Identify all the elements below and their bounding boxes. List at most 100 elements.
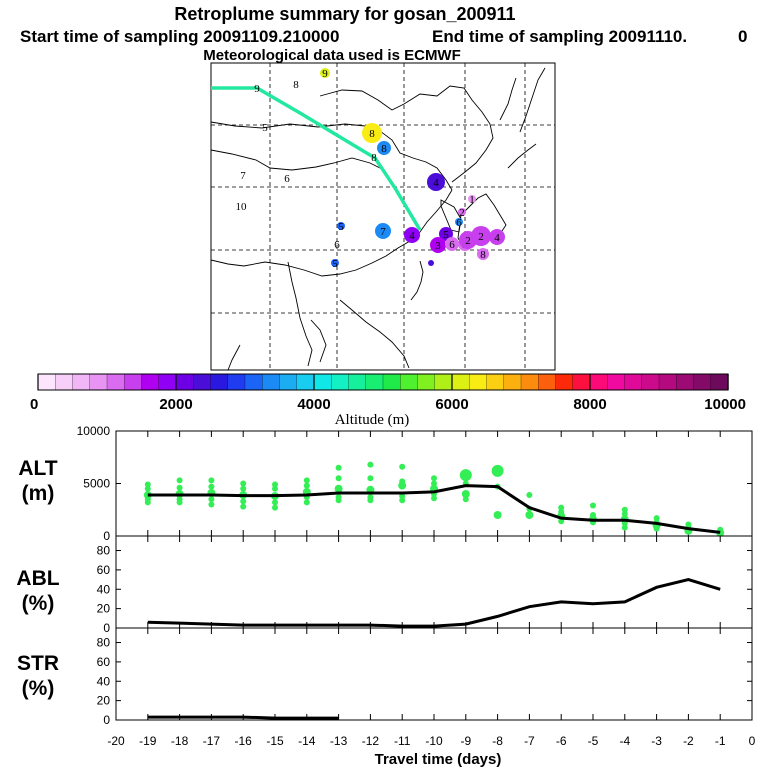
alt-median-line (147, 484, 721, 534)
trajectory-marker-dot (404, 227, 420, 243)
alt-scatter-point (272, 504, 278, 511)
colorbar-cell (331, 373, 350, 391)
trajectory-day-label: 4 (433, 177, 439, 189)
colorbar-cell (175, 373, 194, 391)
alt-scatter-point (240, 480, 247, 487)
alt-scatter-point (398, 481, 407, 490)
trajectory-day-label: 2 (478, 231, 484, 243)
coastline-borders (210, 67, 546, 371)
trajectory-day-label: 6 (449, 239, 455, 251)
str-frame (115, 627, 753, 721)
alt-scatter-point (621, 510, 628, 517)
colorbar-cell (641, 373, 660, 391)
alt-scatter-point (367, 475, 374, 482)
colorbar-cell (693, 373, 712, 391)
trajectory-day-label: 5 (262, 122, 268, 134)
map-markers: 9895888761041265674532436258 (236, 68, 505, 270)
colorbar-cell (658, 373, 677, 391)
colorbar-tick-label: 4000 (297, 396, 330, 413)
alt-scatter-point (144, 481, 151, 488)
x-tick-label: -7 (524, 734, 535, 748)
trajectory-marker-dot (430, 237, 446, 253)
alt-scatter-point (208, 483, 215, 490)
x-tick-label: -15 (266, 734, 284, 748)
trajectory-day-label: 5 (332, 258, 338, 270)
colorbar-cell (158, 373, 177, 391)
alt-unit: (m) (22, 482, 55, 505)
colorbar-cell (572, 373, 591, 391)
alt-scatter-point (240, 498, 247, 505)
alt-scatter-point (272, 499, 278, 506)
trajectory-day-label: 9 (254, 83, 260, 95)
trajectory-day-label: 8 (381, 143, 387, 155)
trajectory-marker-dot (468, 195, 476, 203)
alt-scatter-point (653, 515, 660, 522)
abl-panel: ABL (%) 0 20 40 60 80 (16, 535, 753, 635)
alt-scatter-point (621, 524, 628, 531)
colorbar-tick-label: 2000 (159, 396, 192, 413)
trajectory-marker-dot (362, 123, 382, 143)
x-tick-label: -6 (556, 734, 567, 748)
abl-line (147, 578, 721, 628)
x-tick-label: -9 (460, 734, 471, 748)
colorbar-cell (348, 373, 367, 391)
str-line (147, 715, 339, 720)
alt-scatter-point (208, 501, 215, 508)
colorbar-tick-label: 6000 (435, 396, 468, 413)
alt-scatter-point (240, 503, 247, 510)
colorbar-tick-label: 8000 (573, 396, 606, 413)
colorbar-cell (589, 373, 608, 391)
abl-y-tick-label: 60 (97, 563, 111, 577)
colorbar-cell (451, 373, 470, 391)
colorbar-cell (486, 373, 505, 391)
end-time-tail: 0 (738, 27, 747, 46)
abl-yaxis: 0 20 40 60 80 (97, 544, 752, 635)
alt-y-tick-label: 10000 (77, 424, 111, 438)
x-tick-label: -12 (362, 734, 380, 748)
trajectory-marker-dot (428, 260, 434, 266)
colorbar-cell (382, 373, 401, 391)
alt-scatter-point (208, 477, 215, 484)
x-tick-label: -14 (298, 734, 316, 748)
abl-y-tick-label: 80 (97, 544, 111, 558)
trajectory-day-label: 8 (369, 128, 375, 140)
trajectory-day-label: 7 (380, 226, 386, 238)
trajectory-day-label: 2 (465, 235, 471, 247)
alt-scatter-point (176, 499, 183, 506)
alt-yaxis: 0 5000 10000 (77, 424, 752, 543)
trajectory-marker-dot (477, 248, 489, 260)
abl-y-tick-label: 20 (97, 602, 111, 616)
altitude-colorbar: 0 2000 4000 6000 8000 10000 Altitude (m) (30, 373, 746, 428)
alt-scatter-point (303, 499, 310, 506)
abl-frame (115, 535, 753, 629)
colorbar-cell (520, 373, 539, 391)
trajectory-marker-dot (445, 237, 459, 251)
alt-scatter-point (144, 499, 151, 506)
colorbar-cell (262, 373, 281, 391)
trajectory-day-label: 8 (371, 152, 377, 164)
abl-y-tick-label: 40 (97, 582, 111, 596)
x-tick-label: -18 (171, 734, 189, 748)
alt-scatter-point (399, 497, 406, 504)
colorbar-cell (538, 373, 557, 391)
colorbar-cell (55, 373, 74, 391)
colorbar-cell (124, 373, 143, 391)
trajectory-day-label: 8 (480, 249, 486, 261)
colorbar-ticks: 0 2000 4000 6000 8000 10000 (30, 374, 746, 413)
trajectory-marker-dot (331, 259, 339, 267)
map-frame (210, 62, 556, 371)
alt-scatter-point (590, 502, 596, 509)
alt-scatter-point (335, 464, 342, 471)
trajectory-marker-dot (459, 231, 477, 249)
x-tick-label: -10 (425, 734, 443, 748)
alt-scatter-point (461, 490, 470, 498)
colorbar-cell (555, 373, 574, 391)
x-tick-label: -20 (107, 734, 125, 748)
colorbar-cell (676, 373, 695, 391)
trajectory-day-label: 9 (322, 68, 328, 80)
abl-label: ABL (16, 567, 59, 590)
trajectory-marker-dot (377, 141, 391, 155)
alt-scatter-point (558, 504, 565, 511)
x-tick-label: -13 (330, 734, 348, 748)
